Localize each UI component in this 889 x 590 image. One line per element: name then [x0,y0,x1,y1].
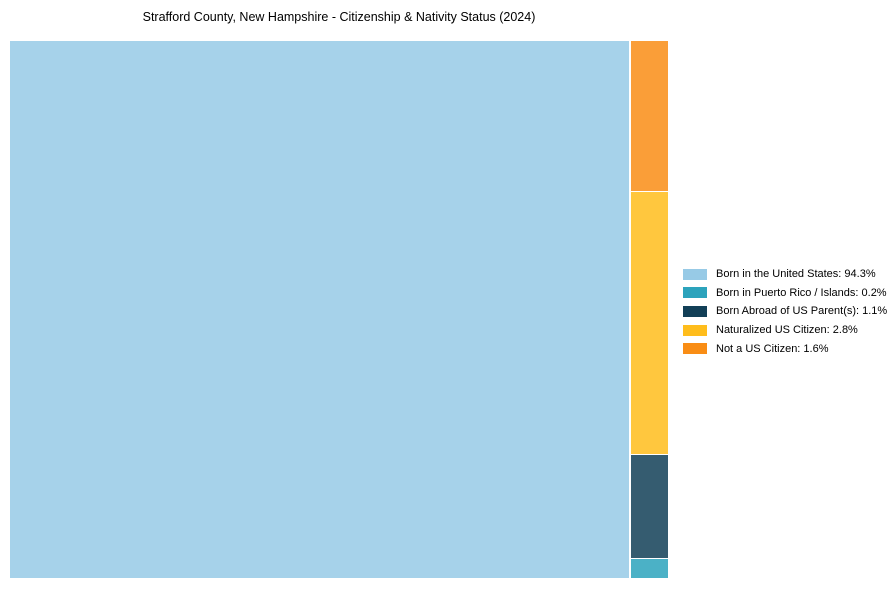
legend-swatch-born-in-the-united-states [683,268,707,280]
treemap-block-not-a-us-citizen [631,41,668,191]
legend-label: Born in Puerto Rico / Islands: 0.2% [716,286,887,299]
legend-swatch-naturalized-us-citizen [683,324,707,336]
legend-item-not-a-us-citizen: Not a US Citizen: 1.6% [683,339,887,358]
treemap-block-born-in-puerto-rico-islands [631,559,668,578]
treemap [10,41,668,578]
treemap-block-naturalized-us-citizen [631,192,668,454]
treemap-block-born-abroad-of-us-parent-s [631,455,668,558]
legend-swatch-born-abroad-of-us-parent-s [683,305,707,317]
legend-swatch-not-a-us-citizen [683,343,707,355]
treemap-block-born-in-the-united-states [10,41,629,578]
legend-label: Naturalized US Citizen: 2.8% [716,324,858,337]
legend-item-born-abroad-of-us-parent-s: Born Abroad of US Parent(s): 1.1% [683,302,887,321]
chart-title: Strafford County, New Hampshire - Citize… [142,10,536,24]
legend-label: Born in the United States: 94.3% [716,268,876,281]
legend: Born in the United States: 94.3% Born in … [683,265,887,358]
legend-label: Born Abroad of US Parent(s): 1.1% [716,305,888,318]
legend-label: Not a US Citizen: 1.6% [716,342,829,355]
legend-item-born-in-puerto-rico-islands: Born in Puerto Rico / Islands: 0.2% [683,284,887,303]
legend-item-naturalized-us-citizen: Naturalized US Citizen: 2.8% [683,321,887,340]
legend-swatch-born-in-puerto-rico-islands [683,287,707,299]
legend-item-born-in-the-united-states: Born in the United States: 94.3% [683,265,887,284]
